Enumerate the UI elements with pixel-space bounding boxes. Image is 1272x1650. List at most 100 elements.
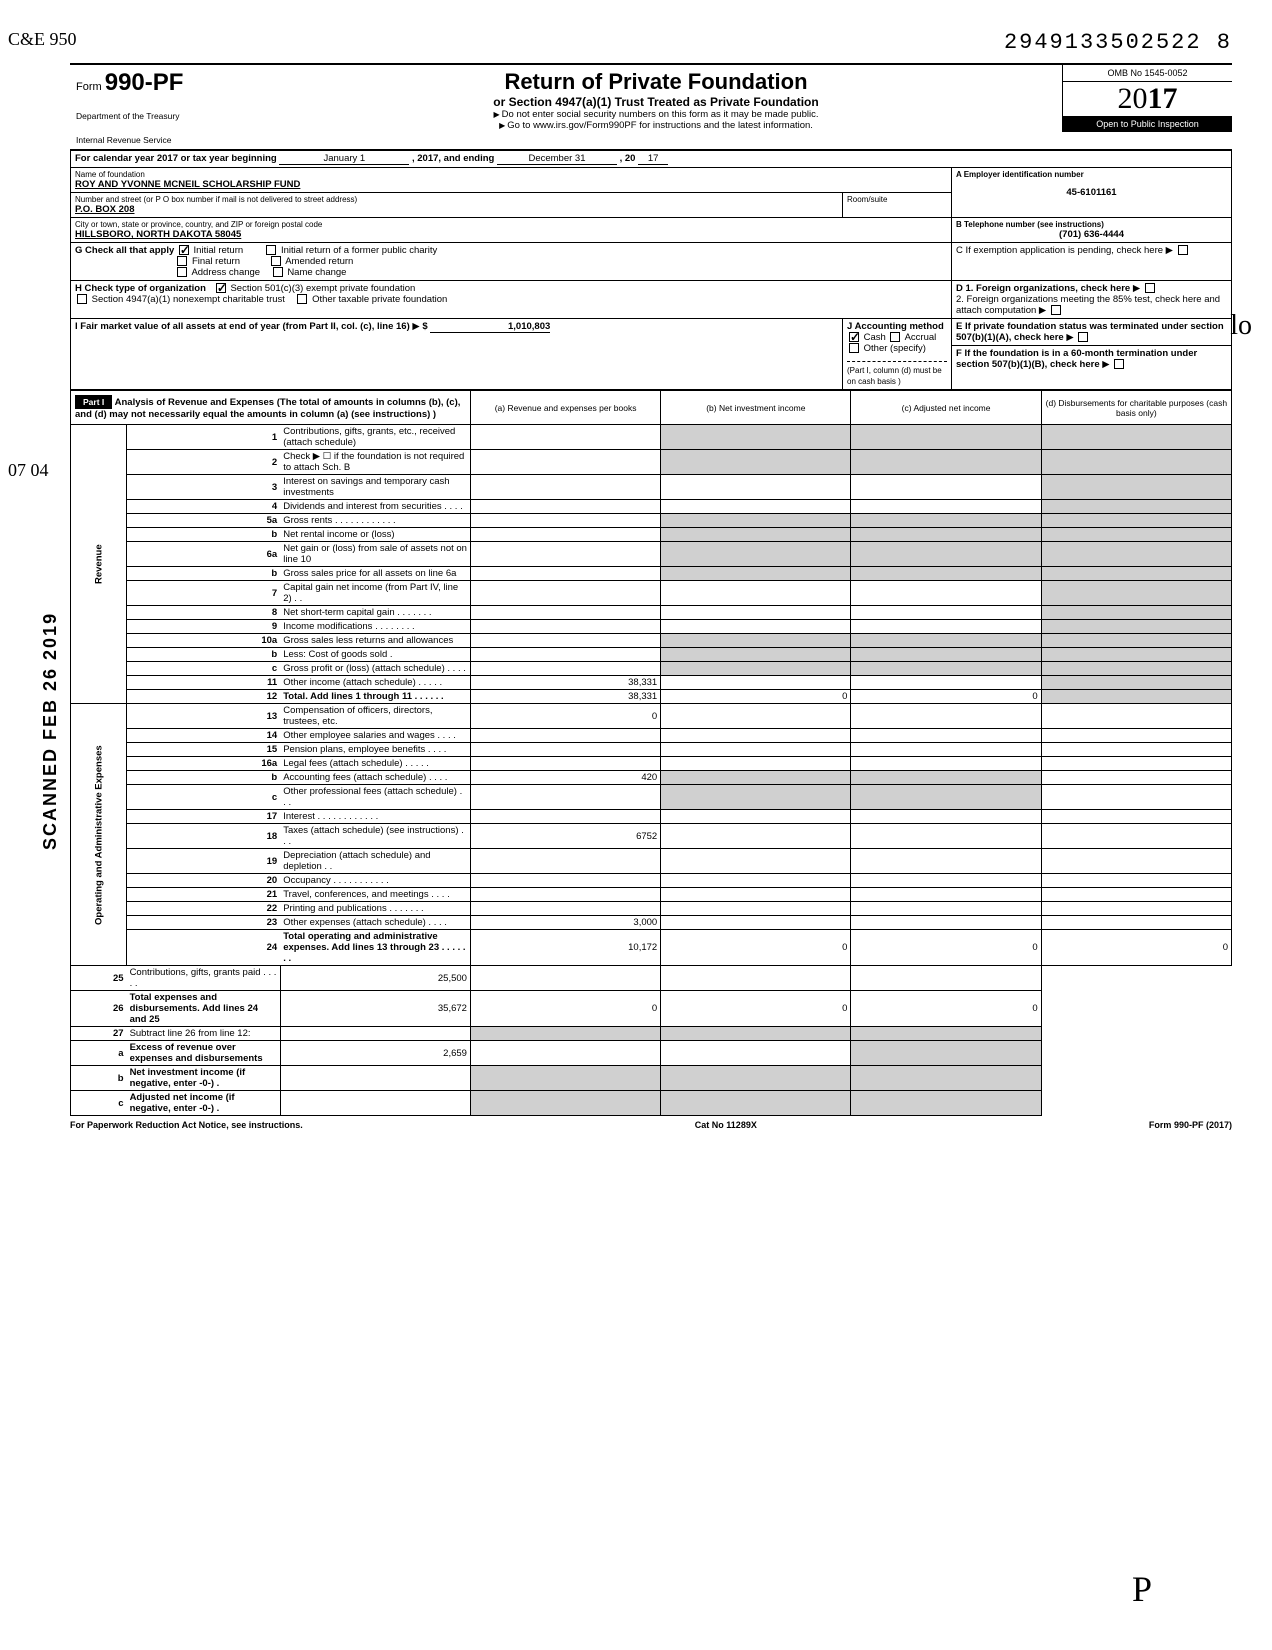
opt-address-change: Address change	[191, 267, 260, 278]
cal-yy[interactable]: 17	[638, 153, 668, 165]
cell-value	[470, 785, 660, 810]
cell-value	[1041, 916, 1231, 930]
row-desc: Total expenses and disbursements. Add li…	[127, 991, 281, 1027]
cell-value	[1041, 528, 1231, 542]
cell-value	[470, 634, 660, 648]
scanned-stamp: SCANNED FEB 26 2019	[40, 612, 61, 850]
cell-value: 0	[1041, 930, 1231, 966]
revenue-section-label: Revenue	[71, 425, 127, 704]
opt-accrual: Accrual	[905, 332, 937, 343]
row-desc: Other employee salaries and wages . . . …	[280, 729, 470, 743]
checkbox-initial-return[interactable]	[179, 245, 189, 255]
opexp-section-label: Operating and Administrative Expenses	[71, 704, 127, 966]
cal-begin[interactable]: January 1	[279, 153, 409, 165]
checkbox-amended[interactable]	[271, 256, 281, 266]
checkbox-address-change[interactable]	[177, 267, 187, 277]
form-header: Form 990-PF Department of the Treasury I…	[70, 63, 1232, 151]
cell-value	[470, 966, 660, 991]
cell-value	[661, 916, 851, 930]
row-number: 27	[71, 1027, 127, 1041]
row-desc: Other income (attach schedule) . . . . .	[280, 676, 470, 690]
cell-value	[851, 606, 1041, 620]
cell-value	[280, 1091, 470, 1116]
cell-value	[661, 810, 851, 824]
checkbox-c[interactable]	[1178, 245, 1188, 255]
cell-value	[1041, 514, 1231, 528]
checkbox-other-taxable[interactable]	[297, 294, 307, 304]
cell-value	[661, 567, 851, 581]
row-desc: Legal fees (attach schedule) . . . . .	[280, 757, 470, 771]
checkbox-name-change[interactable]	[273, 267, 283, 277]
checkbox-final-return[interactable]	[177, 256, 187, 266]
cell-value	[851, 648, 1041, 662]
checkbox-d2[interactable]	[1051, 305, 1061, 315]
cell-value	[851, 425, 1041, 450]
cell-value	[470, 662, 660, 676]
row-desc: Net gain or (loss) from sale of assets n…	[280, 542, 470, 567]
cell-value	[1041, 648, 1231, 662]
cell-value	[661, 450, 851, 475]
cell-value	[280, 1027, 470, 1041]
cell-value	[851, 1066, 1041, 1091]
row-number: 20	[127, 874, 281, 888]
cell-value	[661, 425, 851, 450]
cell-value	[851, 450, 1041, 475]
cell-value	[851, 542, 1041, 567]
row-number: 9	[127, 620, 281, 634]
cell-value	[1041, 567, 1231, 581]
handwritten-annotation-side: 07 04	[8, 460, 49, 481]
checkbox-former-charity[interactable]	[266, 245, 276, 255]
checkbox-e[interactable]	[1078, 332, 1088, 342]
checkbox-cash[interactable]	[849, 332, 859, 342]
cell-value: 25,500	[280, 966, 470, 991]
cell-value	[661, 704, 851, 729]
col-d-header: (d) Disbursements for charitable purpose…	[1041, 391, 1231, 425]
row-number: 7	[127, 581, 281, 606]
opt-501c3: Section 501(c)(3) exempt private foundat…	[230, 283, 415, 294]
cell-value	[851, 757, 1041, 771]
opt-cash: Cash	[864, 332, 886, 343]
cell-value	[851, 916, 1041, 930]
row-desc: Pension plans, employee benefits . . . .	[280, 743, 470, 757]
name-label: Name of foundation	[75, 170, 947, 179]
row-number: c	[127, 785, 281, 810]
cell-value	[1041, 425, 1231, 450]
checkbox-other-method[interactable]	[849, 343, 859, 353]
cell-value	[661, 676, 851, 690]
cell-value	[470, 581, 660, 606]
col-a-header: (a) Revenue and expenses per books	[470, 391, 660, 425]
row-desc: Gross rents . . . . . . . . . . . .	[280, 514, 470, 528]
cell-value	[661, 662, 851, 676]
cal-end[interactable]: December 31	[497, 153, 617, 165]
cell-value	[661, 634, 851, 648]
checkbox-accrual[interactable]	[890, 332, 900, 342]
cell-value	[661, 1027, 851, 1041]
cell-value	[470, 606, 660, 620]
cell-value	[470, 514, 660, 528]
cell-value	[1041, 849, 1231, 874]
cell-value	[470, 1091, 660, 1116]
checkbox-d1[interactable]	[1145, 283, 1155, 293]
cell-value	[851, 704, 1041, 729]
row-number: b	[127, 528, 281, 542]
checkbox-501c3[interactable]	[216, 283, 226, 293]
cell-value	[470, 1066, 660, 1091]
cell-value	[470, 888, 660, 902]
cell-value	[1041, 662, 1231, 676]
row-number: 21	[127, 888, 281, 902]
cell-value	[470, 450, 660, 475]
row-number: a	[71, 1041, 127, 1066]
cell-value	[851, 1091, 1041, 1116]
cell-value	[1041, 757, 1231, 771]
irs: Internal Revenue Service	[76, 135, 244, 145]
checkbox-f[interactable]	[1114, 359, 1124, 369]
row-desc: Other professional fees (attach schedule…	[280, 785, 470, 810]
row-desc: Capital gain net income (from Part IV, l…	[280, 581, 470, 606]
cell-value: 0	[851, 991, 1041, 1027]
cell-value	[661, 966, 851, 991]
checkbox-4947[interactable]	[77, 294, 87, 304]
form-number: 990-PF	[105, 69, 184, 96]
cell-value	[1041, 450, 1231, 475]
cell-value	[851, 1041, 1041, 1066]
cell-value	[661, 743, 851, 757]
